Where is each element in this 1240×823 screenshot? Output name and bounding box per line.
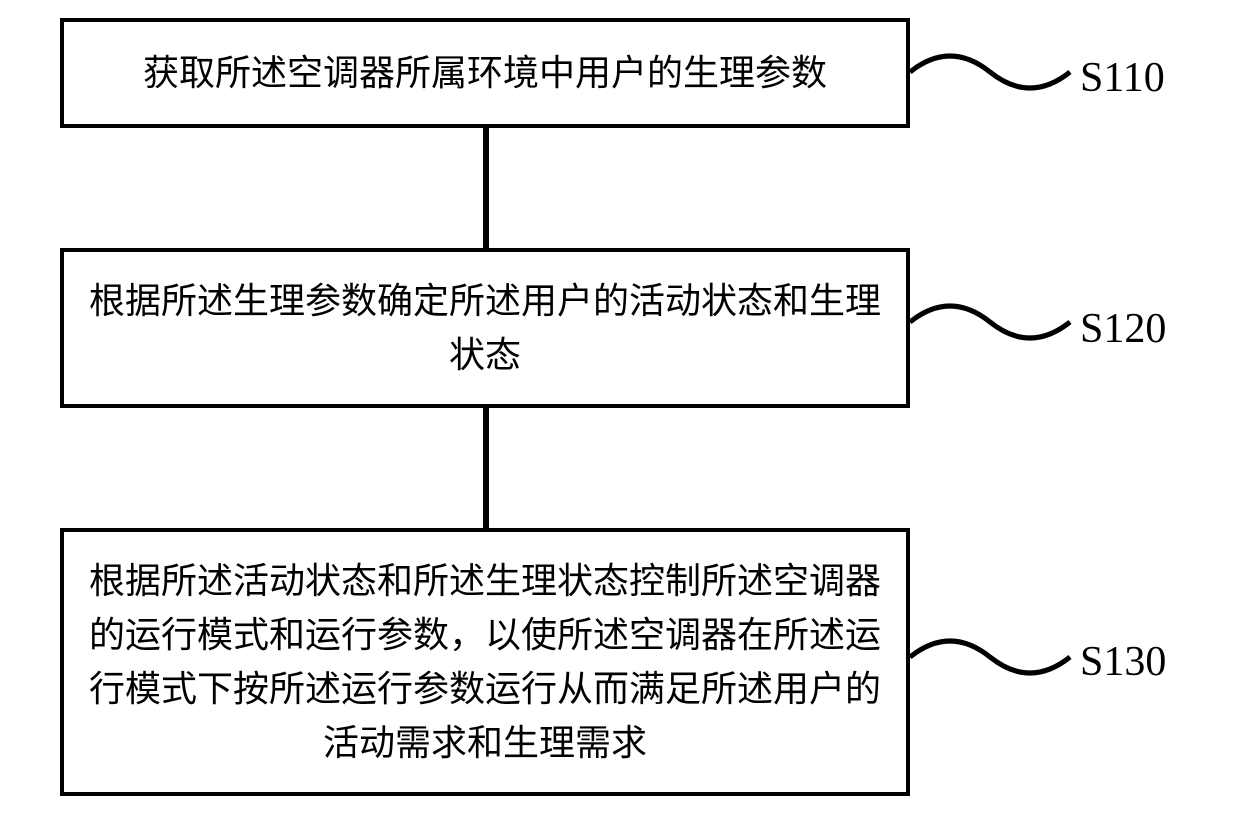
flowchart-container: 获取所述空调器所属环境中用户的生理参数 根据所述生理参数确定所述用户的活动状态和… [0,0,1240,823]
step-2-text: 根据所述生理参数确定所述用户的活动状态和生理状态 [84,274,886,382]
step-3-text: 根据所述活动状态和所述生理状态控制所述空调器的运行模式和运行参数，以使所述空调器… [84,554,886,770]
connector-2-3 [483,408,489,528]
curve-connector-3 [910,615,1080,700]
curve-connector-1 [910,30,1080,115]
step-2-label: S120 [1080,305,1166,353]
flowchart-step-3: 根据所述活动状态和所述生理状态控制所述空调器的运行模式和运行参数，以使所述空调器… [60,528,910,796]
flowchart-step-1: 获取所述空调器所属环境中用户的生理参数 [60,18,910,128]
step-3-label: S130 [1080,638,1166,686]
curve-connector-2 [910,280,1080,365]
step-1-label: S110 [1080,54,1165,102]
connector-1-2 [483,128,489,248]
flowchart-step-2: 根据所述生理参数确定所述用户的活动状态和生理状态 [60,248,910,408]
step-1-text: 获取所述空调器所属环境中用户的生理参数 [143,46,827,100]
